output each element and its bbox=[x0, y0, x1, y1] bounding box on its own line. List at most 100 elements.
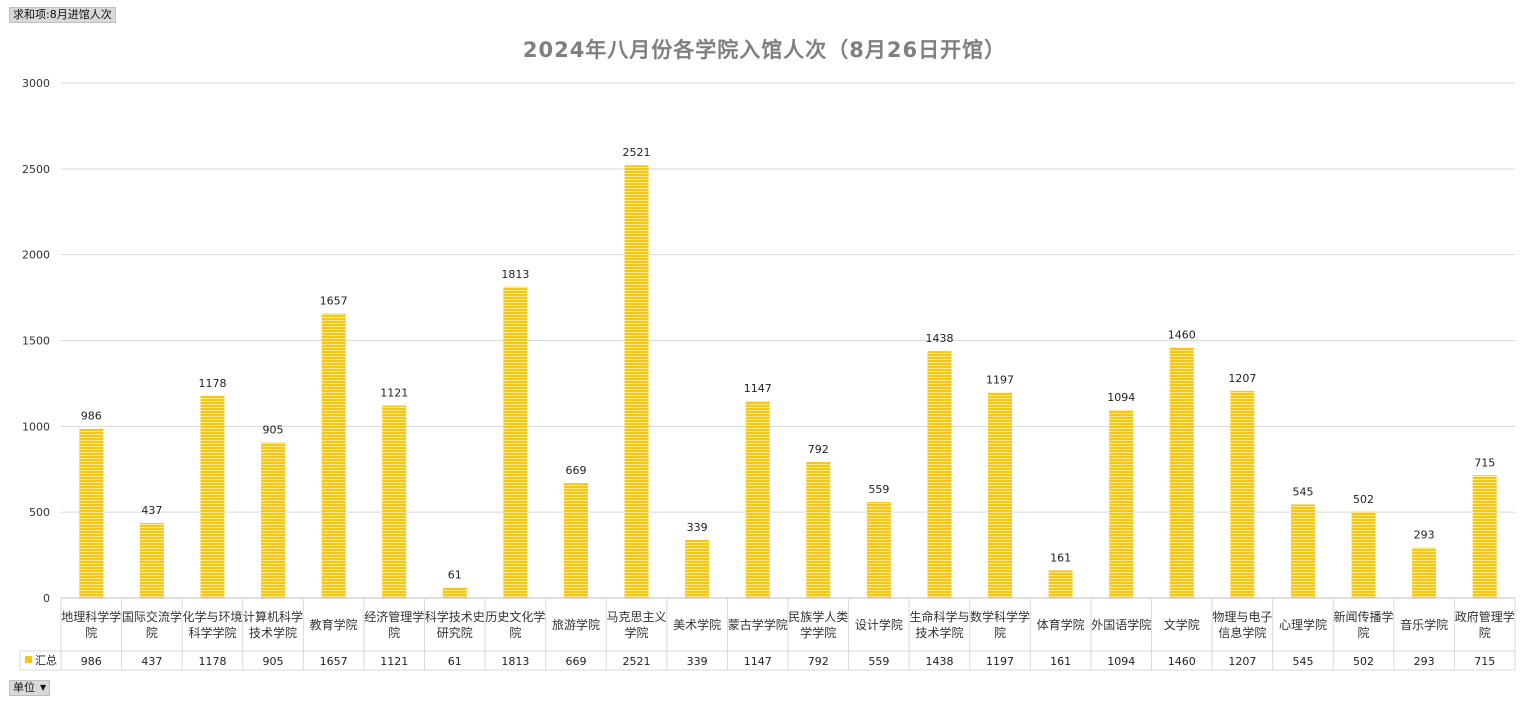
data-label: 715 bbox=[1474, 456, 1495, 469]
table-value-cell: 1657 bbox=[320, 655, 348, 668]
category-label: 民族学人类学学院 bbox=[788, 609, 848, 640]
table-value-cell: 1178 bbox=[198, 655, 226, 668]
bar bbox=[442, 587, 467, 598]
data-label: 1178 bbox=[198, 377, 226, 390]
data-label: 1657 bbox=[320, 295, 348, 308]
axis-field-button[interactable]: 单位 ▼ bbox=[9, 680, 51, 696]
table-value-cell: 437 bbox=[141, 655, 162, 668]
category-label: 政府管理学院 bbox=[1455, 609, 1515, 640]
bar bbox=[624, 165, 649, 598]
bar bbox=[139, 522, 164, 598]
data-label: 559 bbox=[868, 483, 889, 496]
table-value-cell: 339 bbox=[687, 655, 708, 668]
y-tick-label: 1000 bbox=[22, 420, 50, 433]
bar bbox=[261, 442, 286, 598]
bar bbox=[200, 395, 225, 598]
bar bbox=[563, 483, 588, 598]
table-value-cell: 792 bbox=[808, 655, 829, 668]
bar bbox=[866, 502, 891, 598]
data-label: 986 bbox=[81, 410, 102, 423]
table-value-cell: 905 bbox=[263, 655, 284, 668]
category-label: 蒙古学学院 bbox=[728, 617, 788, 632]
bar bbox=[806, 462, 831, 598]
table-value-cell: 1460 bbox=[1168, 655, 1196, 668]
bar bbox=[382, 405, 407, 598]
data-label: 1813 bbox=[501, 268, 529, 281]
category-label: 经济管理学院 bbox=[364, 609, 424, 640]
data-label: 792 bbox=[808, 443, 829, 456]
data-label: 161 bbox=[1050, 551, 1071, 564]
table-value-cell: 1121 bbox=[380, 655, 408, 668]
bar bbox=[1290, 504, 1315, 598]
data-label: 905 bbox=[263, 424, 284, 437]
data-label: 1460 bbox=[1168, 328, 1196, 341]
category-label: 美术学院 bbox=[673, 617, 721, 632]
category-label: 科学技术史研究院 bbox=[425, 609, 485, 640]
data-label: 61 bbox=[448, 569, 462, 582]
y-tick-label: 1500 bbox=[22, 335, 50, 348]
bar bbox=[927, 351, 952, 598]
legend-swatch bbox=[25, 656, 32, 663]
category-label: 旅游学院 bbox=[552, 617, 600, 632]
table-value-cell: 669 bbox=[565, 655, 586, 668]
category-label: 马克思主义学院 bbox=[607, 610, 667, 640]
data-label: 1438 bbox=[925, 332, 953, 345]
bar bbox=[1169, 347, 1194, 598]
category-label: 数学科学学院 bbox=[970, 609, 1030, 640]
bar bbox=[321, 313, 346, 598]
data-label: 669 bbox=[565, 464, 586, 477]
bar bbox=[1472, 475, 1497, 598]
bar bbox=[503, 286, 528, 598]
table-value-cell: 502 bbox=[1353, 655, 1374, 668]
bar bbox=[745, 401, 770, 598]
axis-field-label: 单位 bbox=[13, 681, 35, 694]
category-label: 新闻传播学院 bbox=[1334, 609, 1394, 640]
category-label: 历史文化学院 bbox=[485, 609, 545, 640]
bar bbox=[988, 392, 1013, 598]
data-label: 1197 bbox=[986, 374, 1014, 387]
y-tick-label: 0 bbox=[43, 592, 50, 605]
category-label: 心理学院 bbox=[1279, 617, 1327, 632]
category-label: 计算机科学技术学院 bbox=[243, 609, 303, 640]
table-value-cell: 161 bbox=[1050, 655, 1071, 668]
data-label: 437 bbox=[141, 504, 162, 517]
y-tick-label: 500 bbox=[29, 506, 50, 519]
table-value-cell: 986 bbox=[81, 655, 102, 668]
table-value-cell: 1147 bbox=[744, 655, 772, 668]
y-tick-label: 2500 bbox=[22, 163, 50, 176]
data-label: 293 bbox=[1414, 529, 1435, 542]
table-value-cell: 559 bbox=[868, 655, 889, 668]
data-label: 1147 bbox=[744, 382, 772, 395]
category-label: 文学院 bbox=[1164, 617, 1200, 632]
table-value-cell: 715 bbox=[1474, 655, 1495, 668]
y-tick-label: 2000 bbox=[22, 249, 50, 262]
category-label: 化学与环境科学学院 bbox=[182, 609, 242, 640]
bar bbox=[1351, 511, 1376, 598]
table-value-cell: 1813 bbox=[501, 655, 529, 668]
chart-title: 2024年八月份各学院入馆人次（8月26日开馆） bbox=[522, 38, 1007, 62]
data-label: 1207 bbox=[1228, 372, 1256, 385]
value-field-button[interactable]: 求和项:8月进馆人次 bbox=[9, 7, 116, 23]
dropdown-arrow-icon: ▼ bbox=[40, 683, 47, 692]
bar bbox=[1230, 390, 1255, 598]
data-label: 1094 bbox=[1107, 391, 1135, 404]
bar bbox=[1048, 570, 1073, 598]
bar bbox=[79, 428, 104, 598]
category-label: 设计学院 bbox=[855, 617, 903, 632]
data-label: 1121 bbox=[380, 387, 408, 400]
table-value-cell: 1197 bbox=[986, 655, 1014, 668]
table-value-cell: 61 bbox=[448, 655, 462, 668]
category-label: 国际交流学院 bbox=[122, 609, 182, 640]
category-label: 体育学院 bbox=[1037, 617, 1085, 632]
category-label: 音乐学院 bbox=[1400, 617, 1448, 632]
data-label: 339 bbox=[687, 521, 708, 534]
table-value-cell: 1094 bbox=[1107, 655, 1135, 668]
category-label: 外国语学院 bbox=[1091, 617, 1151, 632]
table-value-cell: 2521 bbox=[623, 655, 651, 668]
table-value-cell: 1207 bbox=[1228, 655, 1256, 668]
data-label: 2521 bbox=[623, 146, 651, 159]
y-tick-label: 3000 bbox=[22, 77, 50, 90]
category-label: 教育学院 bbox=[310, 617, 358, 632]
category-label: 生命科学与技术学院 bbox=[909, 609, 969, 640]
